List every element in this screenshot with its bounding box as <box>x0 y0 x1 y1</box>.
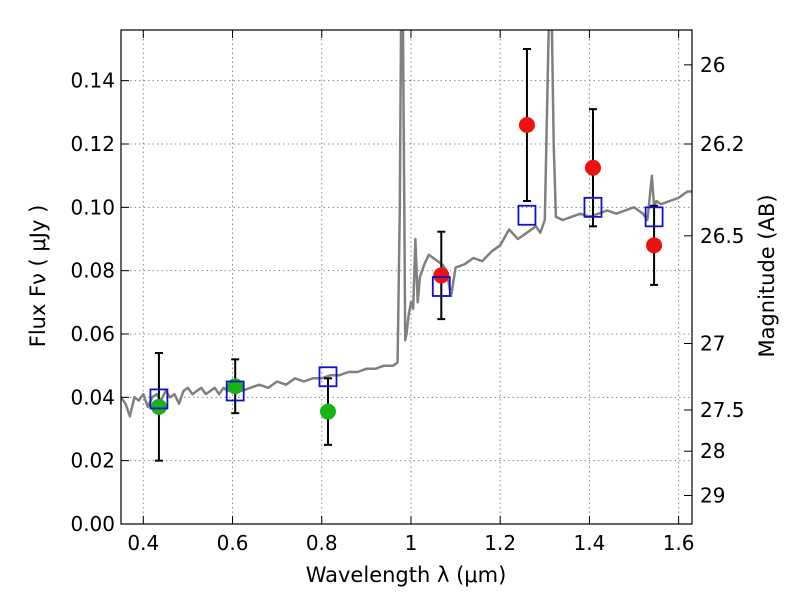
right-tick-label: 27.5 <box>700 398 745 422</box>
right-tick-label: 27 <box>700 332 725 356</box>
green-data-point <box>319 403 336 420</box>
model-photometry-square <box>431 276 451 297</box>
right-tick-label: 28 <box>700 439 725 463</box>
y-tick-label: 0.14 <box>70 69 115 93</box>
axis-labels: Wavelength λ (μm) Flux Fν ( μJy ) Magnit… <box>26 194 779 587</box>
model-photometry-square <box>644 206 664 228</box>
model-photometry-square <box>225 380 245 402</box>
model-photometry-square <box>583 196 603 218</box>
model-photometry-square <box>149 388 169 410</box>
right-tick-label: 29 <box>700 484 725 508</box>
y-tick-label: 0.00 <box>70 512 115 536</box>
x-axis-label: Wavelength λ (μm) <box>306 563 507 587</box>
model-spectrum-line <box>121 30 692 418</box>
grid <box>121 30 692 525</box>
red-data-point <box>518 117 535 133</box>
y-axis-label: Flux Fν ( μJy ) <box>26 205 50 348</box>
y-tick-label: 0.08 <box>70 259 115 283</box>
right-axis-label: Magnitude (AB) <box>755 194 779 357</box>
x-tick-label: 1 <box>405 531 418 555</box>
red-data-point <box>584 159 601 176</box>
red-data-point <box>433 267 450 284</box>
x-tick-label: 0.6 <box>217 531 249 555</box>
y-tick-label: 0.04 <box>70 385 115 409</box>
y-tick-label: 0.02 <box>70 449 115 473</box>
y-tick-label: 0.12 <box>70 132 115 156</box>
x-tick-label: 1.4 <box>573 531 605 555</box>
axes: 0.4 0.6 0.8 1 1.2 1.4 1.6 0.00 0.02 0.04 0.06 0.08 0… <box>70 29 745 555</box>
x-tick-label: 0.8 <box>306 531 338 555</box>
model-photometry-square <box>318 366 338 388</box>
model-spectrum-layer <box>121 30 692 418</box>
green-data-point <box>150 398 167 415</box>
red-data-point <box>646 237 663 254</box>
plot-frame <box>120 29 693 525</box>
x-tick-label: 0.4 <box>127 531 159 555</box>
y-tick-label: 0.06 <box>70 322 115 346</box>
model-photometry-square <box>517 204 537 226</box>
x-tick-label: 1.6 <box>663 531 695 555</box>
right-tick-label: 26.5 <box>700 224 745 248</box>
x-tick-label: 1.2 <box>484 531 516 555</box>
green-data-point <box>227 378 244 395</box>
data-points-layer <box>149 48 664 462</box>
y-tick-label: 0.10 <box>70 195 115 219</box>
right-tick-label: 26 <box>700 53 725 77</box>
right-tick-label: 26.2 <box>700 132 745 156</box>
